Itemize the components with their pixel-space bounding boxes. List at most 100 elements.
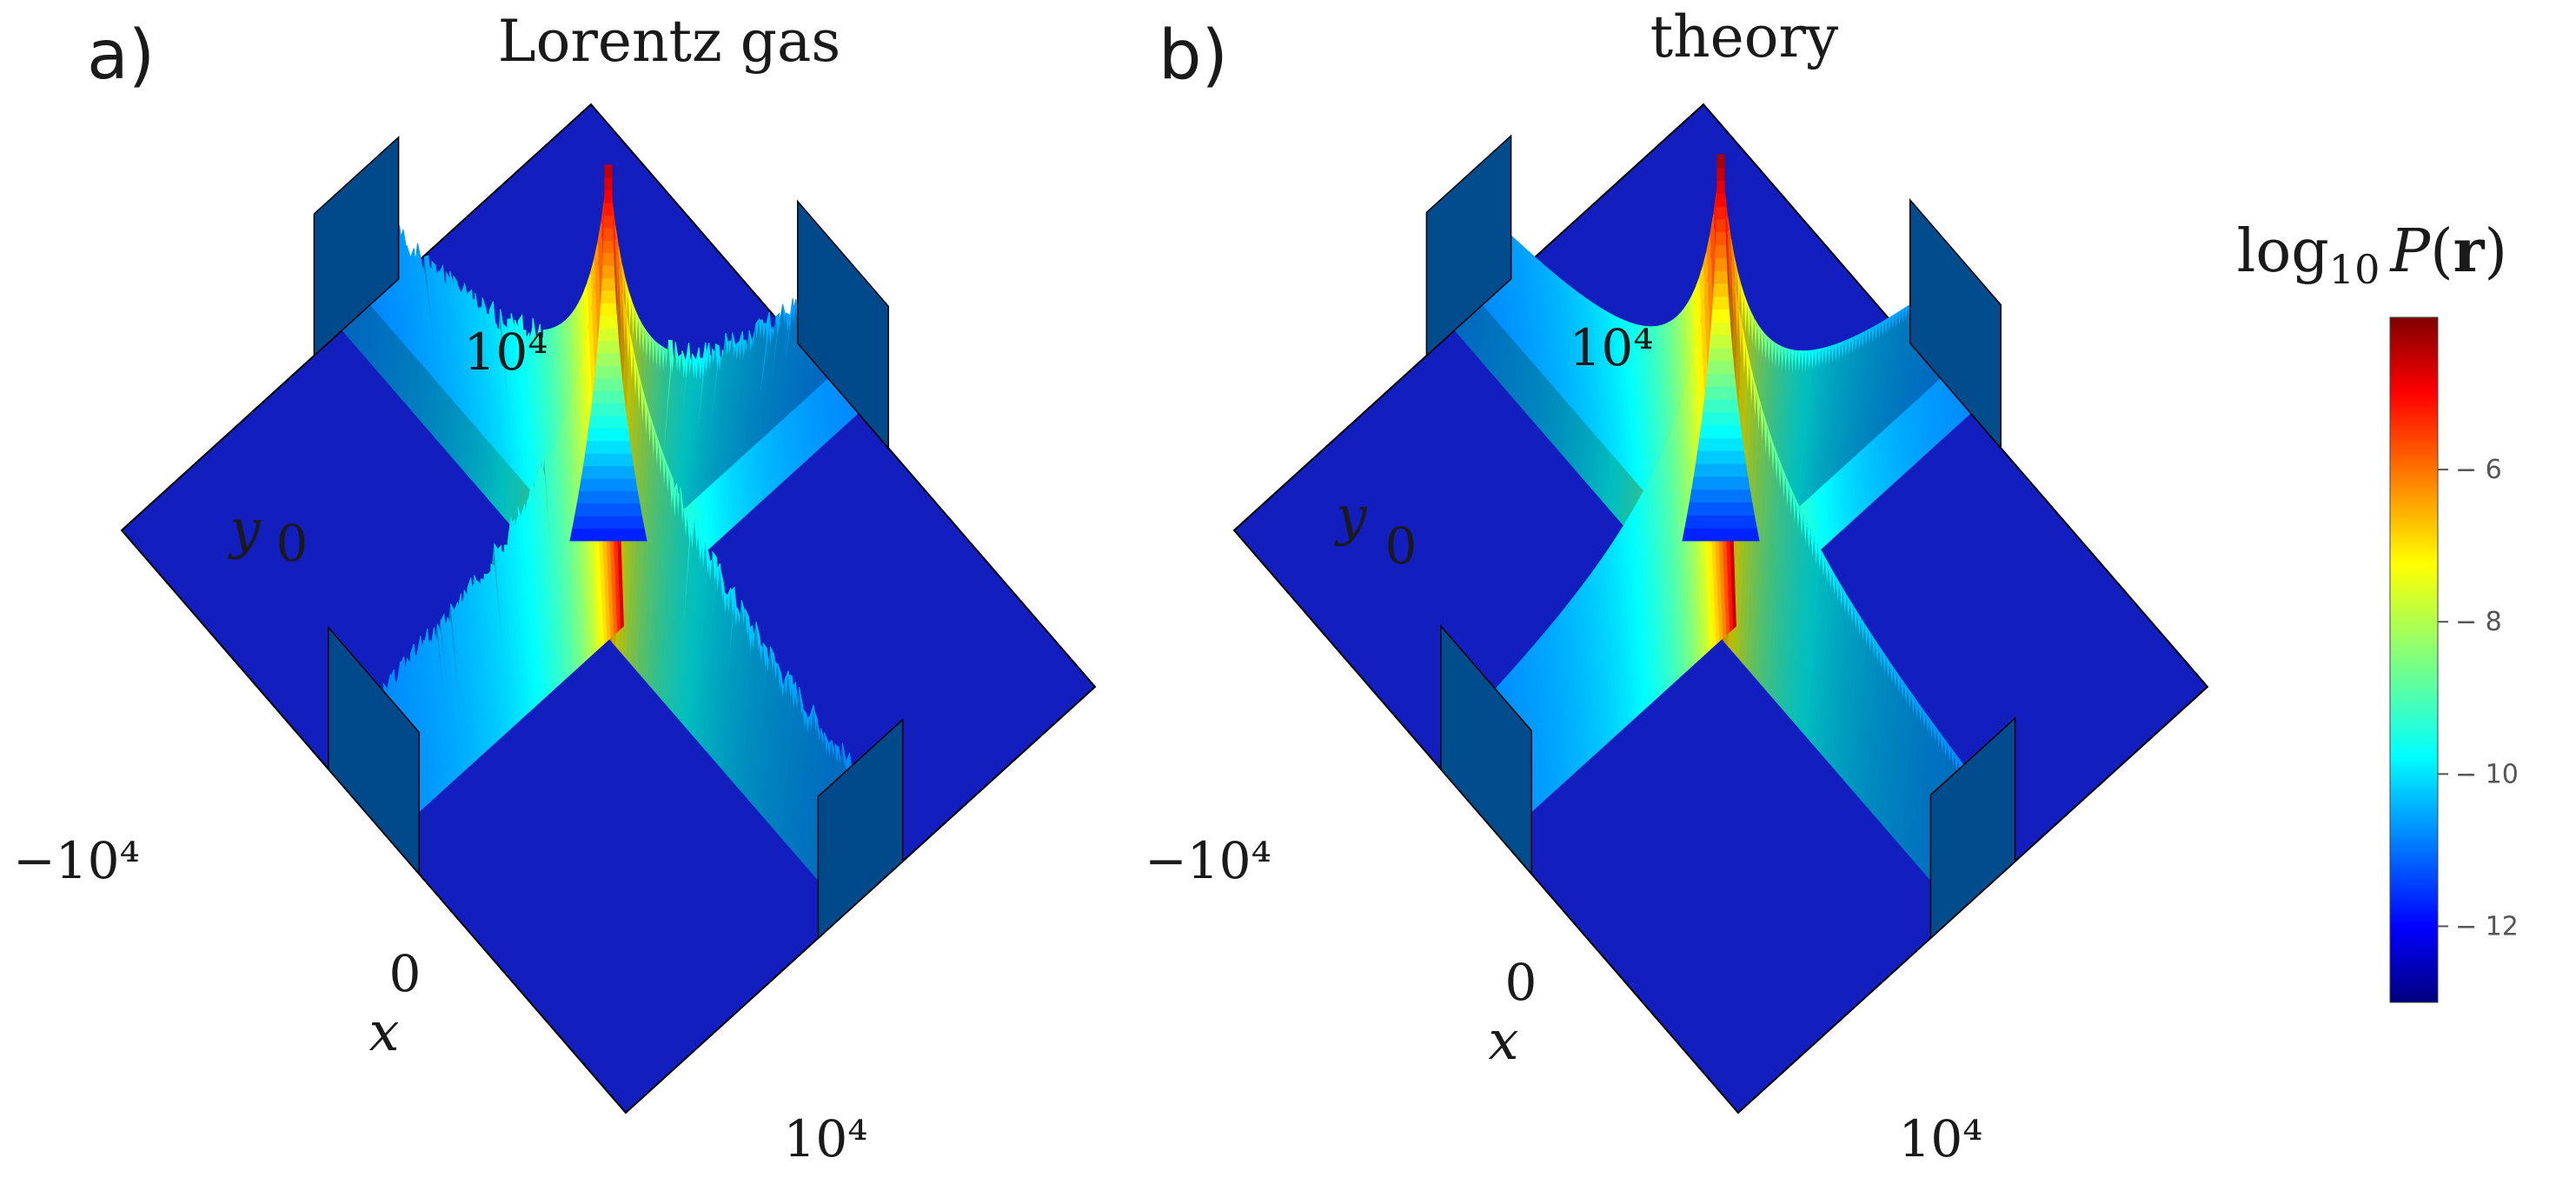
peak-segment (597, 327, 620, 342)
edge-wall (1929, 716, 2016, 940)
surface-b (1232, 103, 2209, 1115)
peak-segment (1706, 360, 1736, 375)
colorbar-label-p: P (2388, 217, 2431, 286)
panel-a-ytick-zero: 0 (276, 514, 309, 573)
peak-segment (1716, 167, 1725, 182)
peak-segment (581, 465, 636, 479)
peak-segment (604, 190, 613, 203)
peak-segment (1689, 489, 1753, 503)
peak-segment (1714, 256, 1728, 271)
colorbar-bar (2389, 316, 2439, 1003)
peak-segment (603, 215, 614, 229)
edge-wall (1425, 134, 1512, 357)
peak-segment (601, 290, 616, 303)
peak-segment (603, 227, 614, 241)
peak-segment (593, 377, 624, 391)
edge-wall (328, 625, 420, 876)
panel-a-xlabel: x (369, 1000, 400, 1063)
colorbar-tick-label: − 8 (2455, 607, 2502, 637)
peak-segment (591, 389, 626, 404)
panel-b-title: theory (1650, 3, 1839, 70)
peak-segment (604, 202, 613, 216)
panel-b-xlabel: x (1489, 1008, 1519, 1072)
peak-segment (1715, 244, 1727, 258)
peak-segment (1712, 296, 1730, 310)
edge-wall (817, 718, 904, 940)
peak-segment (604, 176, 613, 191)
colorbar-label: log10 P(r) (2237, 216, 2507, 293)
panel-b: b) theory 10⁴ y 0 −10⁴ 0 x 10⁴ (1145, 3, 2209, 1168)
peak-segment (579, 477, 638, 491)
peak-segment (585, 440, 632, 454)
peak-segment (1682, 527, 1760, 542)
edge-wall (797, 199, 889, 450)
panel-b-label: b) (1159, 17, 1228, 95)
panel-b-ytick-bottom: −10⁴ (1145, 831, 1271, 890)
peak-segment (1695, 449, 1747, 464)
peak-segment (1716, 218, 1726, 233)
peak-segment (602, 252, 614, 266)
panel-a-title: Lorentz gas (498, 8, 840, 75)
peak-segment (602, 239, 614, 254)
peak-segment (1691, 476, 1750, 490)
peak-segment (600, 302, 617, 316)
panel-a-ytick-bottom: −10⁴ (13, 831, 140, 890)
peak-segment (569, 528, 647, 542)
colorbar-label-open: ( (2430, 217, 2453, 286)
peak-segment (587, 427, 630, 442)
colorbar-label-sub: 10 (2329, 246, 2380, 293)
peak-segment (594, 364, 623, 379)
peak-segment (1701, 411, 1741, 426)
peak-segment (1715, 231, 1727, 246)
peak-segment (596, 340, 621, 354)
colorbar-ticks: − 6 − 8 − 10 − 12 (2438, 455, 2519, 942)
colorbar: log10 P(r) − 6 − 8 − 10 − 12 (2237, 216, 2519, 1003)
peak-segment (1711, 309, 1730, 323)
panel-b-xtick-zero: 0 (1505, 953, 1537, 1012)
peak-segment (601, 277, 616, 291)
panel-a-ylabel: y (227, 497, 261, 561)
colorbar-tick-label: − 12 (2455, 911, 2519, 942)
panel-b-xtick-right: 10⁴ (1898, 1109, 1982, 1168)
panel-a: a) Lorentz gas 10⁴ y 0 −10⁴ 0 x 10⁴ (13, 8, 1097, 1168)
peak-segment (588, 415, 628, 429)
peak-segment (604, 164, 613, 178)
peak-segment (1703, 385, 1738, 400)
peak-segment (1709, 334, 1733, 349)
peak-segment (1699, 424, 1743, 439)
peak-segment (1713, 270, 1729, 284)
colorbar-label-close: ) (2484, 217, 2507, 286)
edge-wall (1440, 623, 1532, 876)
peak-segment (1713, 283, 1729, 297)
edge-wall (1909, 197, 2002, 450)
peak-segment (1716, 205, 1726, 220)
panel-a-ytick-top: 10⁴ (463, 323, 548, 382)
colorbar-tick-label: − 10 (2455, 759, 2519, 789)
colorbar-tick-label: − 6 (2455, 455, 2502, 485)
peak-segment (572, 515, 645, 529)
peak-segment (1684, 514, 1757, 529)
peak-segment (1705, 373, 1736, 387)
colorbar-label-log: log (2237, 217, 2329, 286)
peak-segment (582, 452, 634, 467)
panel-b-ytick-top: 10⁴ (1569, 318, 1653, 377)
peak-segment (576, 489, 641, 504)
peak-segment (1716, 192, 1725, 207)
peak-segment (574, 502, 642, 516)
colorbar-label-r: r (2453, 216, 2486, 286)
surface-a (120, 103, 1097, 1115)
peak-segment (590, 403, 627, 416)
peak-segment (1687, 502, 1755, 516)
peak-segment (601, 264, 615, 279)
peak-segment (595, 352, 621, 366)
peak-segment (1693, 463, 1749, 477)
peak-segment (1710, 321, 1732, 336)
edge-wall (313, 136, 400, 357)
panel-b-ytick-zero: 0 (1385, 516, 1417, 576)
panel-b-ylabel: y (1333, 484, 1367, 548)
panel-a-xtick-zero: 0 (389, 944, 422, 1003)
peak-segment (1697, 437, 1744, 451)
panel-a-label: a) (87, 17, 155, 95)
peak-segment (1716, 180, 1725, 194)
